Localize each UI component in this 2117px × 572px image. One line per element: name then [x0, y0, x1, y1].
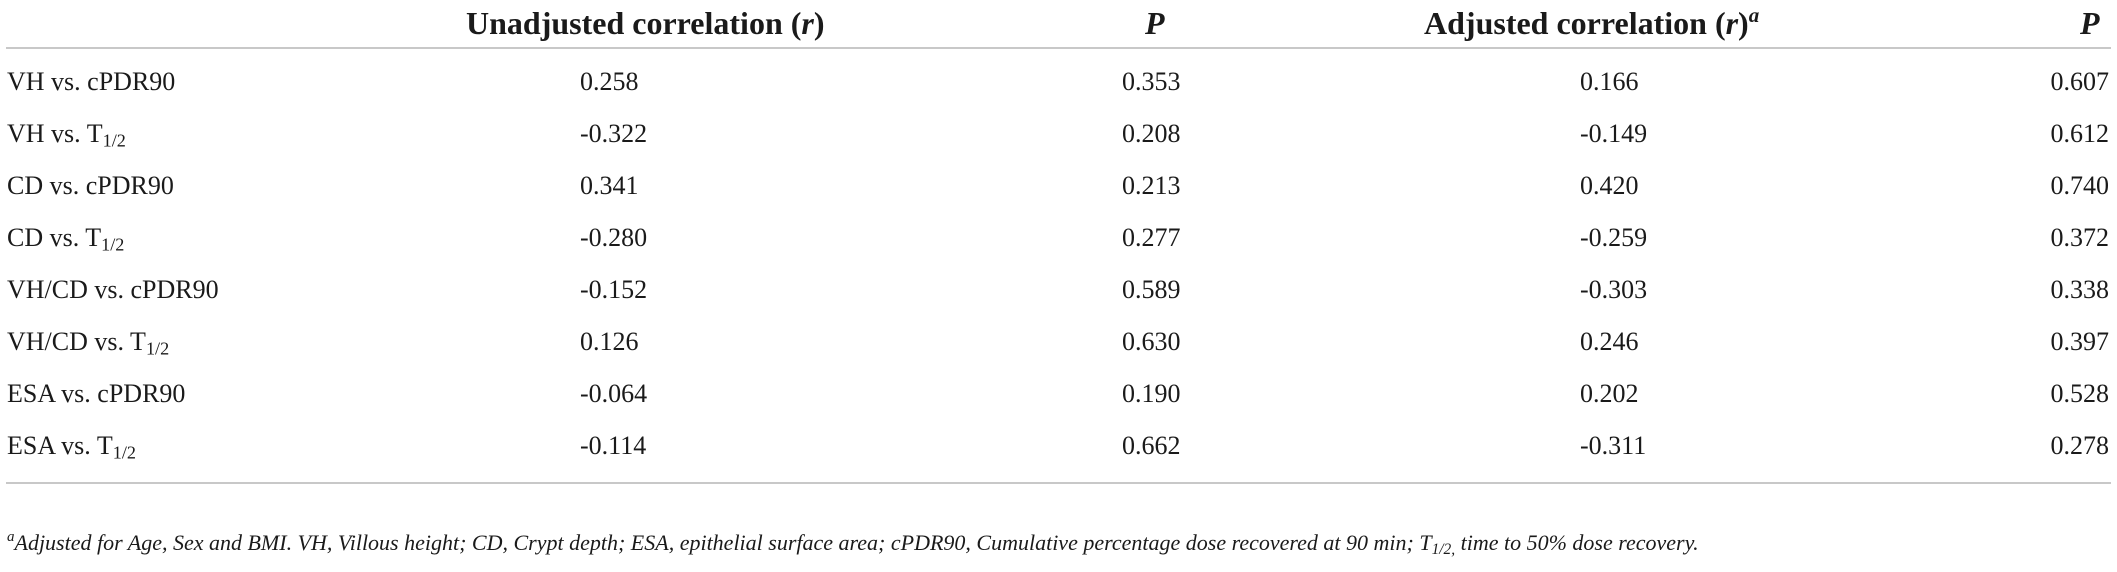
- row-label: ESA vs. cPDR90: [7, 379, 186, 408]
- unadjusted-p-cell: 0.589: [1122, 275, 1181, 304]
- unadjusted-p-cell: 0.190: [1122, 379, 1181, 408]
- footer-rule: [6, 482, 2111, 484]
- unadjusted-r-cell: -0.114: [580, 431, 647, 460]
- table-row: ESA vs. T1/2 -0.114 0.662 -0.311 0.278: [0, 420, 2117, 472]
- table-row: VH/CD vs. cPDR90 -0.152 0.589 -0.303 0.3…: [0, 264, 2117, 316]
- adjusted-p-cell: 0.607: [2050, 67, 2110, 96]
- row-label: VH/CD vs. cPDR90: [7, 275, 219, 304]
- table-row: VH/CD vs. T1/2 0.126 0.630 0.246 0.397: [0, 316, 2117, 368]
- adjusted-r-cell: -0.303: [1580, 275, 1648, 304]
- row-label: VH vs. cPDR90: [7, 67, 176, 96]
- adjusted-r-cell: 0.166: [1580, 67, 1639, 96]
- table-row: CD vs. T1/2 -0.280 0.277 -0.259 0.372: [0, 212, 2117, 264]
- unadjusted-p-cell: 0.353: [1122, 67, 1181, 96]
- unadjusted-p-cell: 0.662: [1122, 431, 1181, 460]
- adjusted-p-cell: 0.528: [2050, 379, 2110, 408]
- unadjusted-r-cell: 0.341: [580, 171, 639, 200]
- row-label: CD vs. T1/2: [7, 223, 125, 255]
- header-unadjusted-correlation: Unadjusted correlation (r): [466, 5, 825, 41]
- unadjusted-p-cell: 0.630: [1122, 327, 1181, 356]
- header-p-value-1: P: [1145, 5, 1165, 41]
- unadjusted-r-cell: -0.322: [580, 119, 648, 148]
- table-footnote: aAdjusted for Age, Sex and BMI. VH, Vill…: [7, 529, 1699, 558]
- row-label: VH vs. T1/2: [7, 119, 126, 151]
- adjusted-r-cell: -0.259: [1580, 223, 1648, 252]
- adjusted-p-cell: 0.278: [2050, 431, 2110, 460]
- adjusted-p-cell: 0.338: [2050, 275, 2110, 304]
- table-row: CD vs. cPDR90 0.341 0.213 0.420 0.740: [0, 160, 2117, 212]
- adjusted-r-cell: 0.246: [1580, 327, 1639, 356]
- unadjusted-p-cell: 0.213: [1122, 171, 1181, 200]
- adjusted-p-cell: 0.397: [2050, 327, 2110, 356]
- unadjusted-r-cell: -0.064: [580, 379, 648, 408]
- unadjusted-p-cell: 0.277: [1122, 223, 1181, 252]
- row-label: CD vs. cPDR90: [7, 171, 174, 200]
- row-label: ESA vs. T1/2: [7, 431, 136, 463]
- adjusted-r-cell: -0.311: [1580, 431, 1647, 460]
- adjusted-r-cell: 0.202: [1580, 379, 1639, 408]
- adjusted-r-cell: -0.149: [1580, 119, 1648, 148]
- unadjusted-r-cell: -0.280: [580, 223, 648, 252]
- header-adjusted-correlation: Adjusted correlation (r)a: [1424, 3, 1760, 42]
- adjusted-p-cell: 0.740: [2050, 171, 2110, 200]
- adjusted-p-cell: 0.612: [2050, 119, 2110, 148]
- unadjusted-r-cell: -0.152: [580, 275, 648, 304]
- adjusted-r-cell: 0.420: [1580, 171, 1639, 200]
- unadjusted-r-cell: 0.126: [580, 327, 639, 356]
- table-row: ESA vs. cPDR90 -0.064 0.190 0.202 0.528: [0, 368, 2117, 420]
- row-label: VH/CD vs. T1/2: [7, 327, 170, 359]
- adjusted-p-cell: 0.372: [2050, 223, 2110, 252]
- unadjusted-p-cell: 0.208: [1122, 119, 1181, 148]
- table-row: VH vs. cPDR90 0.258 0.353 0.166 0.607: [0, 56, 2117, 108]
- table-row: VH vs. T1/2 -0.322 0.208 -0.149 0.612: [0, 108, 2117, 160]
- header-rule: [6, 47, 2111, 49]
- header-p-value-2: P: [2080, 5, 2100, 41]
- unadjusted-r-cell: 0.258: [580, 67, 639, 96]
